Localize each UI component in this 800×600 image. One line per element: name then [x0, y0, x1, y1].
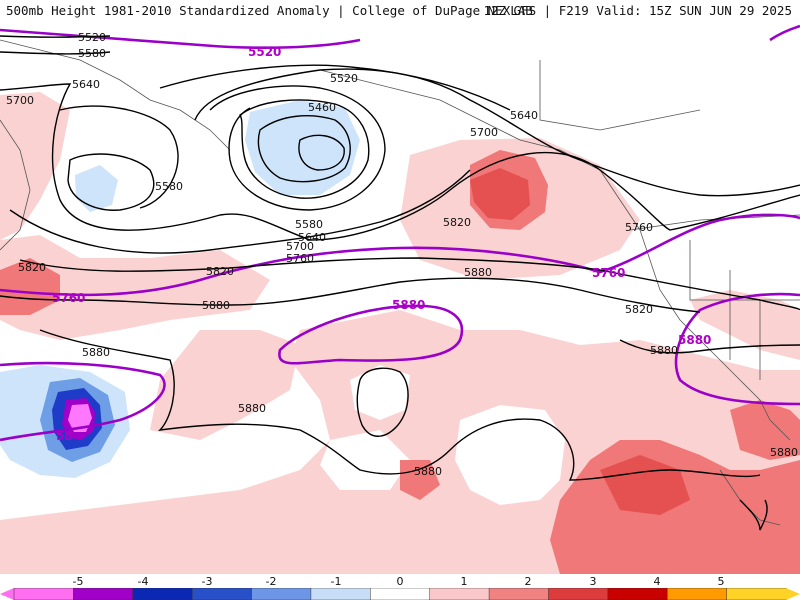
height-label: 5880: [238, 402, 266, 415]
map-title: 500mb Height 1981-2010 Standardized Anom…: [6, 3, 533, 18]
height-label: 5820: [443, 216, 471, 229]
anomaly-map: 5520 5580 5640 5700 5520 5460 5580 5580 …: [0, 22, 800, 574]
height-contour-labels: 5520 5580 5640 5700 5520 5460 5580 5580 …: [6, 31, 798, 478]
colorbar-tick: -3: [201, 575, 213, 588]
neutral-anomaly-areas: [0, 365, 565, 505]
colorbar-tick: 4: [653, 575, 661, 588]
colorbar-tick: 1: [460, 575, 468, 588]
height-label: 5460: [308, 101, 336, 114]
coastlines: [0, 39, 800, 526]
reference-contours: [0, 24, 800, 442]
height-label: 5700: [286, 240, 314, 253]
reference-label: 5760: [52, 291, 85, 305]
reference-contour-5880-east: [674, 292, 800, 406]
reference-contour-5880-ridge: [278, 304, 464, 365]
colorbar-swatch: [73, 588, 134, 600]
reference-label: 58: [56, 429, 73, 443]
height-label: 5880: [464, 266, 492, 279]
colorbar-tick: -2: [265, 575, 277, 588]
map-canvas: 5520 5580 5640 5700 5520 5460 5580 5580 …: [0, 22, 800, 574]
colorbar-swatch: [726, 588, 787, 600]
reference-label: 5880: [678, 333, 711, 347]
anomaly-colorbar: -5 -4 -3 -2 -1 0 1 2 3 4 5: [0, 574, 800, 600]
colorbar-arrow-right: [786, 588, 800, 600]
model-run-info: 12Z GFS | F219 Valid: 15Z SUN JUN 29 202…: [483, 3, 792, 18]
colorbar-swatch: [607, 588, 668, 600]
height-label: 5640: [298, 231, 326, 244]
height-label: 5820: [206, 265, 234, 278]
height-contours: [0, 35, 800, 531]
reference-contour-labels: 5520 5760 5760 5760 5880 5880 58: [52, 45, 711, 443]
colorbar-tick: -5: [72, 575, 84, 588]
reference-label: 5760: [592, 266, 625, 280]
height-label: 5520: [330, 72, 358, 85]
height-label: 5880: [650, 344, 678, 357]
negative-anomaly-areas: [0, 100, 360, 478]
colorbar-swatch: [251, 588, 312, 600]
map-header: 500mb Height 1981-2010 Standardized Anom…: [0, 0, 800, 22]
height-label: 5820: [625, 303, 653, 316]
colorbar-swatch: [666, 588, 728, 600]
colorbar-swatch: [191, 588, 253, 600]
reference-contour-5520-east: [769, 24, 800, 42]
colorbar-swatches: [13, 588, 787, 600]
colorbar-swatch: [132, 588, 193, 600]
height-label: 5700: [6, 94, 34, 107]
colorbar-tick: 3: [589, 575, 597, 588]
reference-contour-5760: [0, 213, 800, 297]
height-label: 5520: [78, 31, 106, 44]
colorbar-tick: -1: [330, 575, 342, 588]
height-label: 5580: [78, 47, 106, 60]
height-label: 5820: [18, 261, 46, 274]
colorbar-ticks: -5 -4 -3 -2 -1 0 1 2 3 4 5: [0, 574, 800, 588]
height-label: 5640: [72, 78, 100, 91]
reference-label: 5880: [392, 298, 425, 312]
height-label: 5880: [414, 465, 442, 478]
colorbar-swatch: [548, 588, 609, 600]
reference-label: 5520: [248, 45, 281, 59]
colorbar-tick: 5: [717, 575, 725, 588]
height-label: 5880: [202, 299, 230, 312]
colorbar-swatch: [429, 588, 490, 600]
colorbar-tick: 0: [396, 575, 404, 588]
colorbar-swatch: [310, 588, 372, 600]
height-label: 5640: [510, 109, 538, 122]
colorbar-tick: 2: [524, 575, 532, 588]
colorbar-strip: [0, 588, 800, 600]
height-label: 5880: [770, 446, 798, 459]
height-label: 5700: [470, 126, 498, 139]
height-label: 5580: [155, 180, 183, 193]
colorbar-tick: -4: [137, 575, 149, 588]
reference-contour-5520: [0, 28, 361, 50]
height-label: 5880: [82, 346, 110, 359]
height-label: 5760: [286, 252, 314, 265]
height-label: 5760: [625, 221, 653, 234]
colorbar-swatch: [13, 588, 75, 600]
reference-contour-5880-west: [0, 361, 166, 442]
colorbar-swatch: [488, 588, 550, 600]
colorbar-swatch: [370, 588, 431, 600]
colorbar-arrow-left: [0, 588, 14, 600]
height-label: 5580: [295, 218, 323, 231]
